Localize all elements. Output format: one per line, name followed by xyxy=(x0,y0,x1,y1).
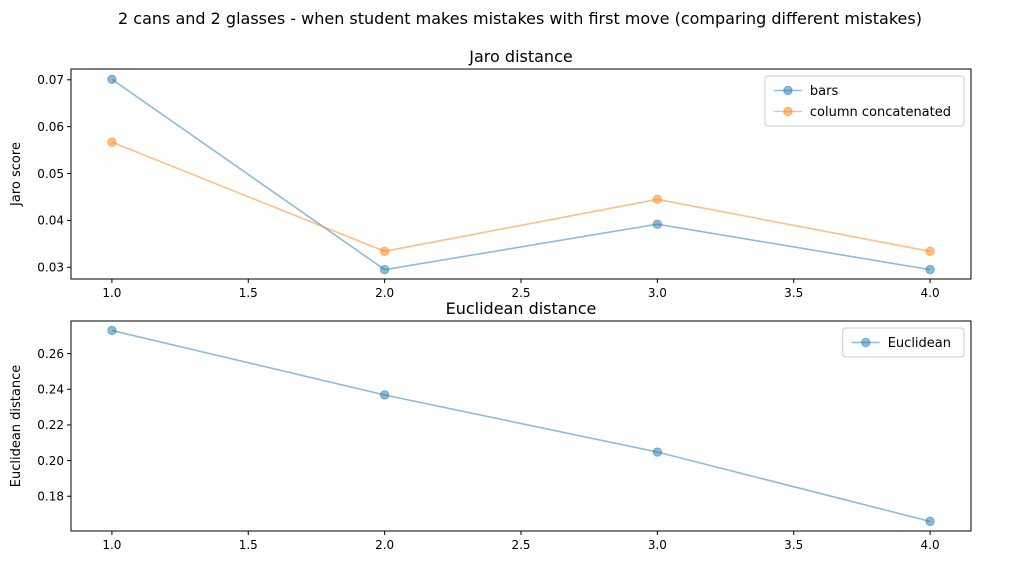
x-tick-label: 1.0 xyxy=(102,286,121,300)
data-point-euclidean xyxy=(652,447,663,457)
data-point-euclidean xyxy=(107,325,117,336)
figure-suptitle: 2 cans and 2 glasses - when student make… xyxy=(118,9,922,28)
series-column-concatenated xyxy=(107,137,935,257)
x-tick-label: 1.0 xyxy=(102,538,121,552)
euclidean-distance-subplot: Euclidean distance Euclidean distance 1.0 1… xyxy=(9,299,972,552)
legend-label: column concatenated xyxy=(810,105,951,120)
legend-swatch-marker xyxy=(861,337,871,348)
data-point-bars xyxy=(925,264,935,275)
series-line-bars xyxy=(111,78,931,271)
y-axis-label: Jaro score xyxy=(9,142,24,207)
x-tick-label: 1.5 xyxy=(239,286,258,300)
data-point-euclidean xyxy=(379,390,390,400)
y-tick-label: 0.03 xyxy=(37,261,64,275)
legend-frame xyxy=(842,327,965,358)
data-point-column-concatenated xyxy=(379,246,390,257)
legend: bars column concatenated xyxy=(764,75,965,127)
data-point-bars xyxy=(379,264,390,275)
y-tick-label: 0.06 xyxy=(37,120,64,134)
y-tick-label: 0.18 xyxy=(37,490,64,504)
jaro-distance-subplot: Jaro distance Jaro score 1.0 1.5 2.0 2.5 3.0 3.… xyxy=(9,47,972,300)
x-tick-label: 3.0 xyxy=(648,286,667,300)
series-bars xyxy=(107,74,935,275)
y-tick-label: 0.26 xyxy=(37,347,64,361)
y-tick-label: 0.07 xyxy=(37,73,64,87)
y-tick-label: 0.22 xyxy=(37,418,64,432)
x-tick-label: 4.0 xyxy=(921,538,940,552)
x-tick-label: 3.5 xyxy=(784,538,803,552)
legend-label: Euclidean xyxy=(888,336,951,351)
x-tick-label: 2.5 xyxy=(511,538,530,552)
y-axis-label: Euclidean distance xyxy=(9,365,24,488)
x-tick-label: 3.5 xyxy=(784,286,803,300)
data-point-column-concatenated xyxy=(107,137,117,147)
y-tick-label: 0.05 xyxy=(37,167,64,181)
legend: Euclidean xyxy=(842,327,965,358)
x-tick-label: 2.0 xyxy=(375,286,394,300)
legend-frame xyxy=(764,75,965,127)
y-tick-label: 0.24 xyxy=(37,383,64,397)
subplot-title: Jaro distance xyxy=(468,47,572,66)
y-tick-label: 0.04 xyxy=(37,214,64,228)
data-point-euclidean xyxy=(925,516,935,527)
x-tick-label: 2.0 xyxy=(375,538,394,552)
data-point-bars xyxy=(107,74,117,85)
legend-swatch-marker xyxy=(783,106,793,117)
legend-swatch-marker xyxy=(783,85,793,96)
data-point-column-concatenated xyxy=(652,194,663,205)
x-tick-label: 1.5 xyxy=(239,538,258,552)
series-euclidean xyxy=(107,325,935,527)
series-line-euclidean xyxy=(111,329,931,523)
y-tick-label: 0.20 xyxy=(37,454,64,468)
x-tick-label: 4.0 xyxy=(921,286,940,300)
x-tick-label: 2.5 xyxy=(511,286,530,300)
series-line-column-concatenated xyxy=(111,141,931,253)
legend-label: bars xyxy=(810,84,839,99)
subplot-title: Euclidean distance xyxy=(446,299,597,318)
x-tick-label: 3.0 xyxy=(648,538,667,552)
data-point-bars xyxy=(652,219,663,229)
data-point-column-concatenated xyxy=(925,246,935,257)
